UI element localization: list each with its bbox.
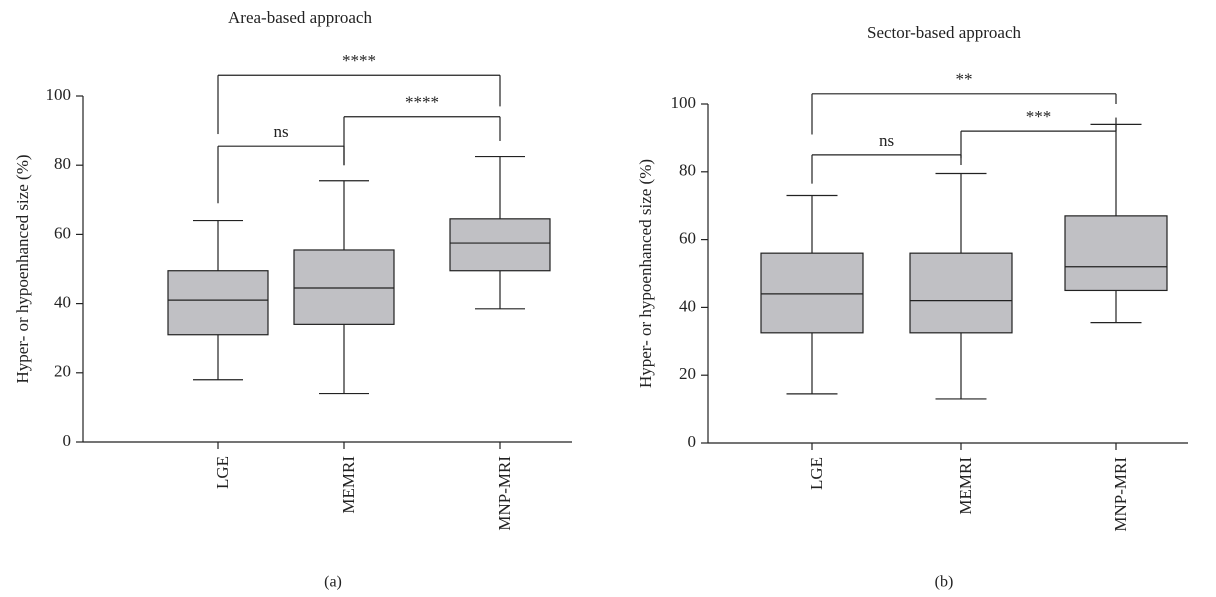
y-tick-label: 40 [679,296,696,315]
box-iqr [167,270,269,336]
significance-label: ns [879,131,894,150]
significance-bracket: **** [343,93,501,166]
x-category-label: MEMRI [339,456,358,514]
panel-label: (b) [935,574,954,591]
significance-label: ns [273,122,288,141]
box-lge [167,219,269,381]
chart-panel-1: Area-based approach 0 20 40 60 80 100 Hyper- or… [13,8,572,591]
y-tick-label: 0 [688,432,697,451]
box-iqr [449,218,551,272]
chart-title: Sector-based approach [867,23,1022,42]
y-tick-label: 40 [54,293,71,312]
y-tick-label: 80 [54,154,71,173]
y-tick-label: 60 [679,229,696,248]
significance-bracket: ns [811,131,962,184]
panel-label: (a) [324,574,342,591]
chart-panel-2: Sector-based approach 0 20 40 60 80 100 Hyper- … [636,23,1188,591]
significance-label: **** [405,93,439,112]
y-tick-label: 0 [63,431,72,450]
significance-bracket: *** [960,107,1117,159]
box-iqr [1064,215,1168,292]
x-category-label: MEMRI [956,457,975,515]
significance-label: **** [342,51,376,70]
x-category-label: LGE [807,457,826,490]
y-axis-label: Hyper- or hypoenhanced size (%) [13,154,32,383]
y-tick-label: 20 [679,364,696,383]
y-tick-label: 20 [54,362,71,381]
significance-bracket: ** [811,70,1117,135]
box-iqr [909,252,1013,334]
significance-bracket: **** [217,51,501,135]
box-mnp-mri [1064,123,1168,324]
significance-bracket: ns [217,122,345,204]
y-tick-label: 100 [671,93,697,112]
significance-label: ** [956,70,973,89]
box-mnp-mri [449,155,551,310]
box-iqr [293,249,395,325]
box-lge [760,194,864,395]
x-category-label: MNP-MRI [495,456,514,531]
box-memri [293,180,395,395]
y-tick-label: 60 [54,223,71,242]
box-memri [909,172,1013,400]
chart-title: Area-based approach [228,8,372,27]
y-tick-label: 80 [679,161,696,180]
x-category-label: LGE [213,456,232,489]
box-iqr [760,252,864,334]
x-category-label: MNP-MRI [1111,457,1130,532]
y-axis-label: Hyper- or hypoenhanced size (%) [636,159,655,388]
y-tick-label: 100 [46,85,72,104]
significance-label: *** [1026,107,1052,126]
